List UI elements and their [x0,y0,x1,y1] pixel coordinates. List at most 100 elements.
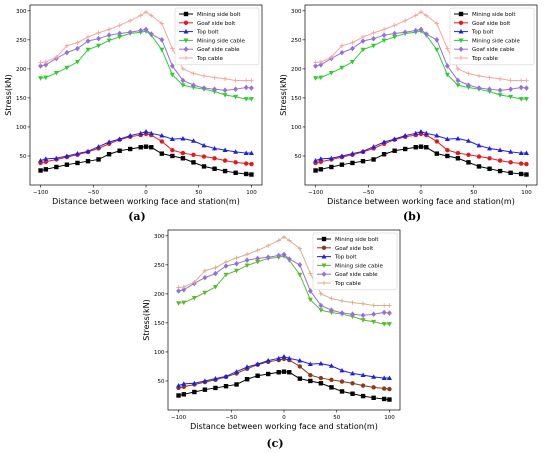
data-point [381,38,387,44]
data-point [297,272,303,278]
data-point [445,147,450,153]
data-point [508,86,514,92]
data-point [181,300,187,306]
y-tick-label: 150 [291,96,302,102]
data-point [318,291,324,297]
data-point [180,156,186,161]
x-axis-title: Distance between working face and statio… [327,197,515,206]
data-point [339,43,345,48]
data-point [143,26,149,33]
data-point [381,152,387,157]
data-point [64,49,70,56]
data-point [170,46,175,51]
data-point [297,364,303,369]
data-point [328,71,334,76]
data-point [149,13,154,18]
data-point [339,310,345,316]
data-point [318,59,324,65]
data-point [106,38,112,44]
data-point [424,13,429,18]
data-point [339,153,345,158]
data-point [234,260,239,267]
legend-label: Goaf side bolt [472,21,511,27]
data-point [381,322,387,327]
data-point [180,83,186,88]
data-point [455,66,461,72]
data-point [465,138,471,143]
data-point [518,84,524,91]
legend-marker [458,38,464,43]
data-point [223,259,229,265]
data-point [350,391,355,396]
data-point [249,172,254,177]
data-point [381,32,387,38]
data-point [387,310,392,316]
legend-label: Mining side cable [472,38,520,44]
legend-marker [321,254,327,259]
data-point [339,298,345,304]
data-point [444,63,450,69]
data-point [371,35,376,42]
data-point [287,370,292,375]
data-point [381,139,387,144]
data-point [381,375,387,380]
data-point [313,168,318,173]
data-point [243,150,249,155]
data-point [518,97,524,102]
legend-label: Goaf side bolt [335,246,374,252]
data-point [85,38,91,44]
data-point [297,358,303,363]
data-point [85,148,91,154]
legend-marker [321,245,327,250]
data-point [350,311,355,317]
data-point [434,151,440,156]
data-point [176,301,182,306]
data-point [159,151,165,156]
data-point [497,147,503,153]
panel-label-a: (a) [128,210,146,223]
data-point [508,170,513,176]
legend-label: Top cable [334,281,361,287]
data-point [434,47,440,53]
data-point [318,167,324,172]
data-point [329,55,334,60]
data-point [423,130,429,136]
data-point [434,37,440,43]
data-point [508,78,513,83]
data-point [190,138,196,143]
series-3 [313,128,529,163]
data-point [466,152,471,158]
data-point [434,21,440,26]
data-point [413,27,419,34]
data-point [201,73,207,79]
data-point [127,29,133,36]
legend-label: Mining side cable [197,38,245,44]
data-point [212,86,217,92]
data-point [74,151,80,156]
data-point [181,287,187,293]
y-tick-label: 150 [16,96,27,102]
data-point [249,161,254,167]
data-point [339,49,345,56]
data-point [234,382,239,387]
y-tick-label: 100 [154,350,165,356]
data-point [360,38,366,44]
data-point [418,9,424,15]
data-point [360,158,366,164]
data-point [392,30,398,37]
data-point [234,255,239,261]
data-point [371,157,376,162]
data-point [381,309,387,316]
data-point [350,45,355,52]
data-point [360,312,366,319]
data-point [455,83,461,88]
data-point [96,43,102,49]
data-point [223,272,229,278]
data-point [487,156,492,161]
data-point [308,271,313,276]
legend-label: Goaf side cable [197,47,240,53]
legend-label: Mining side bolt [472,12,516,18]
data-point [127,18,133,23]
data-point [85,158,91,164]
legend-marker [321,236,327,242]
